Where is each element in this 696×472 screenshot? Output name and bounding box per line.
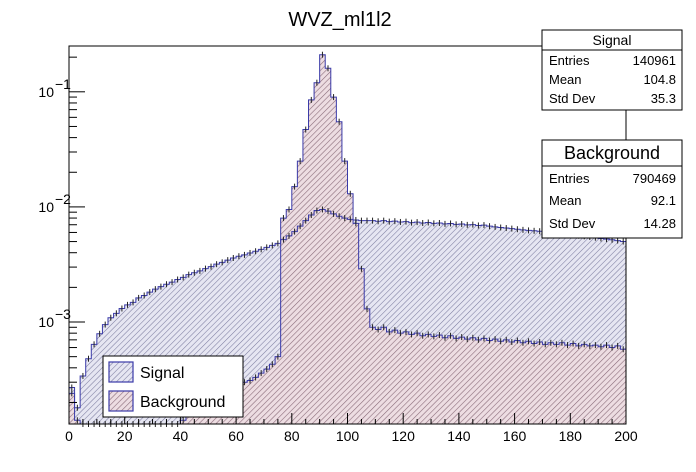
y-tick-label-0: 10: [38, 84, 54, 100]
y-tick-exponent-2: −3: [55, 306, 71, 322]
x-tick-label-2: 40: [173, 428, 189, 444]
stats-box-signal: Signal Entries 140961 Mean 104.8 Std Dev…: [541, 29, 683, 111]
x-axis: 0 20 40 60 80 100 120 140 160 180 200: [65, 413, 638, 444]
stats-background-title: Background: [564, 143, 660, 163]
legend-label-signal: Signal: [140, 365, 184, 382]
x-tick-label-8: 160: [503, 428, 527, 444]
legend-swatch-signal: [108, 361, 134, 383]
series-line-0: [68, 208, 626, 424]
legend-swatch-background: [108, 390, 134, 412]
y-tick-label-1: 10: [38, 199, 54, 215]
stats-background-value-1: 92.1: [651, 193, 676, 208]
stats-signal-label-0: Entries: [549, 53, 590, 68]
stats-signal-label-2: Std Dev: [549, 91, 596, 106]
series-fill-1: [69, 54, 626, 424]
stats-background-label-2: Std Dev: [549, 216, 596, 231]
x-tick-label-5: 100: [336, 428, 360, 444]
y-tick-label-2: 10: [38, 314, 54, 330]
x-tick-label-7: 140: [447, 428, 471, 444]
chart-title: WVZ_ml1l2: [288, 9, 391, 31]
x-tick-label-0: 0: [65, 428, 73, 444]
x-tick-label-6: 120: [392, 428, 416, 444]
stats-background-label-1: Mean: [549, 193, 582, 208]
legend: Signal Background: [102, 355, 244, 418]
stats-background-value-2: 14.28: [643, 216, 676, 231]
y-axis: 10−110−210−3: [38, 56, 85, 403]
stats-signal-value-1: 104.8: [643, 72, 676, 87]
stats-signal-value-2: 35.3: [651, 91, 676, 106]
x-tick-label-3: 60: [228, 428, 244, 444]
stats-signal-label-1: Mean: [549, 72, 582, 87]
x-tick-label-10: 200: [614, 428, 638, 444]
x-tick-label-9: 180: [559, 428, 583, 444]
y-tick-exponent-1: −2: [55, 191, 71, 207]
legend-label-background: Background: [140, 394, 225, 411]
stats-box-background: Background Entries 790469 Mean 92.1 Std …: [541, 139, 683, 239]
stats-signal-title: Signal: [593, 32, 632, 48]
x-tick-label-1: 20: [117, 428, 133, 444]
stats-signal-value-0: 140961: [633, 53, 676, 68]
x-tick-label-4: 80: [284, 428, 300, 444]
y-tick-exponent-0: −1: [55, 76, 71, 92]
stats-background-value-0: 790469: [633, 171, 676, 186]
stats-background-label-0: Entries: [549, 171, 590, 186]
